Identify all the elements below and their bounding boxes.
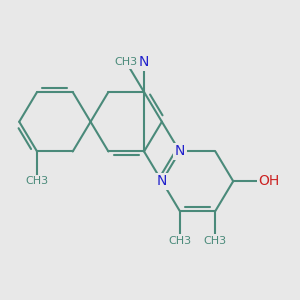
Text: CH3: CH3 (168, 236, 191, 246)
Text: N: N (175, 145, 185, 158)
Text: N: N (157, 174, 167, 188)
Text: CH3: CH3 (115, 57, 138, 67)
Text: CH3: CH3 (26, 176, 49, 186)
Text: OH: OH (258, 174, 280, 188)
Text: N: N (139, 55, 149, 69)
Text: CH3: CH3 (204, 236, 227, 246)
